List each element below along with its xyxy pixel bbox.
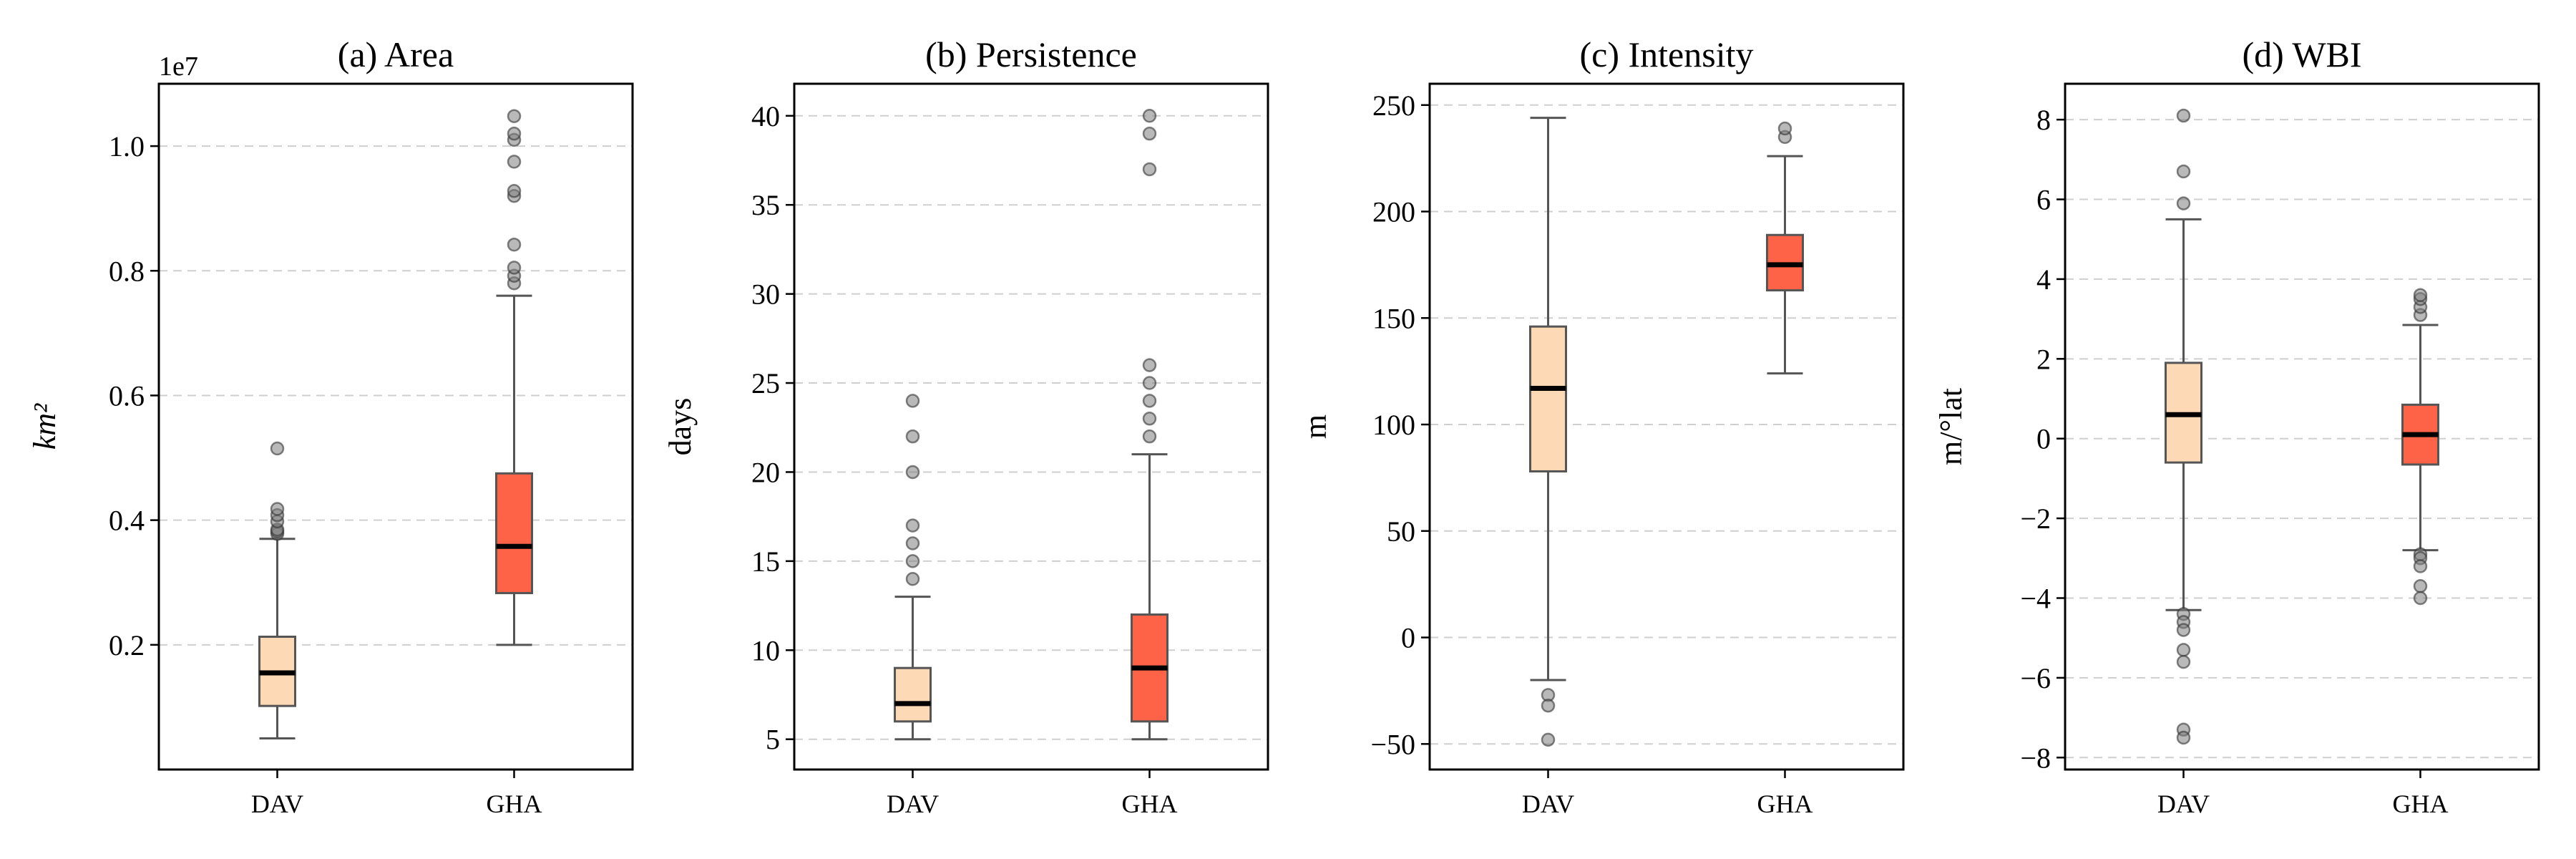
outlier-point: [2176, 623, 2191, 637]
panel-title: (b) Persistence: [925, 34, 1137, 74]
panel-title: (a) Area: [338, 34, 454, 74]
y-tick-label: 6: [2036, 184, 2051, 216]
y-axis-label: days: [663, 398, 698, 456]
outlier-point: [1142, 376, 1157, 390]
outlier-point: [905, 518, 920, 533]
outlier-point: [2413, 559, 2428, 573]
axes-frame: [157, 82, 634, 771]
box-dav: [894, 666, 932, 723]
outlier-point: [2413, 288, 2428, 302]
outlier-point: [905, 394, 920, 408]
outlier-point: [1142, 412, 1157, 426]
outlier-point: [1777, 121, 1792, 136]
x-category-label: GHA: [1757, 790, 1813, 818]
outlier-point: [507, 237, 522, 252]
y-tick-label: 50: [1387, 515, 1415, 548]
outlier-point: [1541, 732, 1556, 747]
panel-wbi: −8 −6 −4 −2 0 2 4 6 8 DAV GHA (d) WBI m/°lat: [1933, 34, 2540, 818]
y-tick-label: 0.4: [109, 505, 145, 537]
outlier-point: [2413, 579, 2428, 593]
outlier-point: [2176, 654, 2191, 669]
outlier-point: [905, 465, 920, 480]
outlier-point: [1142, 358, 1157, 372]
x-category-label: DAV: [1522, 790, 1574, 818]
y-tick-label: 0.8: [109, 255, 145, 287]
y-axis-label: m/°lat: [1933, 388, 1968, 465]
axes-frame: [2064, 82, 2540, 771]
y-tick-label: −2: [2020, 503, 2051, 535]
y-axis-label: km²: [27, 403, 62, 450]
y-tick-label: 1.0: [109, 130, 145, 162]
y-tick-label: −8: [2020, 742, 2051, 774]
outlier-point: [905, 554, 920, 568]
outlier-point: [1142, 126, 1157, 141]
y-tick-label: 10: [751, 634, 780, 666]
outlier-point: [2176, 108, 2191, 123]
axes-frame: [793, 82, 1269, 771]
panel-title: (d) WBI: [2242, 34, 2361, 74]
outlier-point: [507, 261, 522, 275]
axis-offset-text: 1e7: [159, 52, 198, 82]
outlier-point: [507, 184, 522, 198]
y-tick-label: 100: [1372, 409, 1415, 441]
y-tick-label: 5: [766, 724, 780, 756]
x-category-label: DAV: [2157, 790, 2210, 818]
x-category-label: GHA: [1122, 790, 1178, 818]
y-tick-label: 0: [1401, 622, 1415, 654]
y-tick-label: 8: [2036, 104, 2051, 136]
outlier-point: [507, 109, 522, 124]
outlier-point: [1142, 429, 1157, 444]
y-tick-label: −6: [2020, 662, 2051, 694]
outlier-point: [270, 441, 285, 456]
y-tick-label: 40: [751, 100, 780, 132]
y-tick-label: 250: [1372, 89, 1415, 122]
y-tick-label: 0: [2036, 423, 2051, 455]
y-tick-label: 0.2: [109, 629, 145, 661]
panel-area: 0.2 0.4 0.6 0.8 1.0 DAV GHA (a) Area km² 1e7: [27, 34, 634, 818]
x-category-label: GHA: [487, 790, 542, 818]
x-category-label: DAV: [251, 790, 303, 818]
outlier-point: [507, 155, 522, 169]
y-tick-label: 30: [751, 278, 780, 311]
outlier-point: [2176, 196, 2191, 210]
y-tick-label: 200: [1372, 196, 1415, 228]
outlier-point: [905, 572, 920, 586]
panel-persistence: 5 10 15 20 25 30 35 40 DAV GHA (b) Persistence days: [663, 34, 1269, 818]
x-category-label: GHA: [2393, 790, 2449, 818]
outlier-point: [270, 502, 285, 516]
outlier-point: [905, 536, 920, 550]
panel-title: (c) Intensity: [1580, 34, 1754, 74]
outlier-point: [2413, 591, 2428, 606]
outlier-point: [1142, 109, 1157, 123]
axes-frame: [1428, 82, 1905, 771]
outlier-point: [2176, 164, 2191, 179]
x-category-label: DAV: [887, 790, 939, 818]
y-tick-label: 35: [751, 189, 780, 221]
y-tick-label: 2: [2036, 343, 2051, 375]
outlier-point: [507, 126, 522, 141]
y-tick-label: −50: [1370, 728, 1415, 760]
y-tick-label: 15: [751, 545, 780, 578]
y-tick-label: −4: [2020, 583, 2051, 615]
outlier-point: [1142, 162, 1157, 177]
outlier-point: [1142, 394, 1157, 408]
outlier-point: [1541, 698, 1556, 713]
y-tick-label: 4: [2036, 263, 2051, 296]
y-axis-label: m: [1298, 414, 1333, 439]
box-dav: [1529, 325, 1567, 472]
y-tick-label: 25: [751, 367, 780, 399]
panel-intensity: −50 0 50 100 150 200 250 DAV GHA (c) Intensity m: [1298, 34, 1905, 818]
outlier-point: [905, 429, 920, 444]
box-gha: [495, 472, 533, 595]
outlier-point: [2176, 730, 2191, 745]
y-tick-label: 0.6: [109, 379, 145, 412]
y-tick-label: 150: [1372, 302, 1415, 334]
y-tick-label: 20: [751, 456, 780, 488]
outlier-point: [2176, 643, 2191, 657]
